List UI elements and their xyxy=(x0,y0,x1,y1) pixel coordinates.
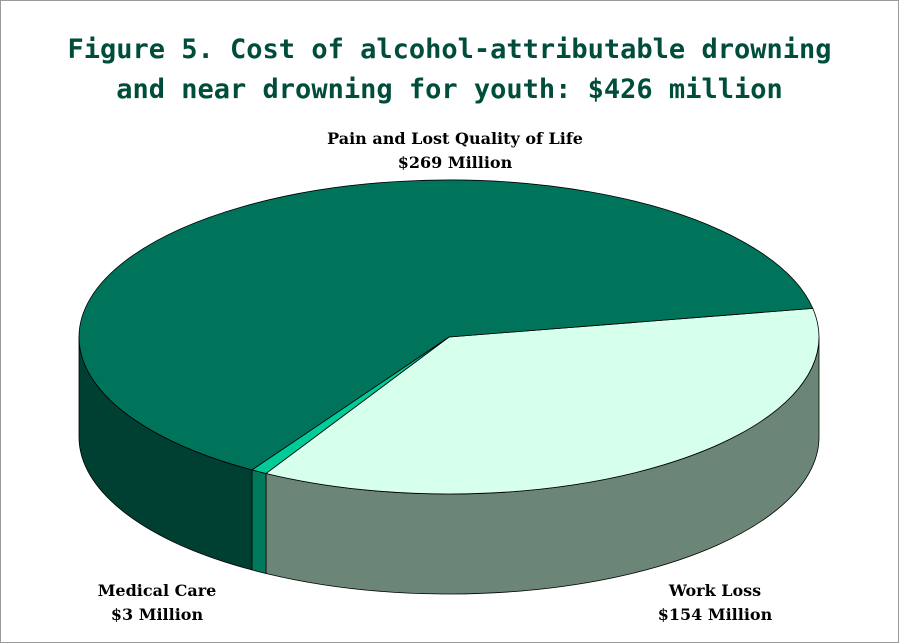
slice-label-name: Pain and Lost Quality of Life xyxy=(327,129,583,148)
slice-label-value: $269 Million xyxy=(397,153,513,172)
pie-slice-pain-and-lost-quality-of-life xyxy=(78,179,814,471)
slice-label-value: $154 Million xyxy=(657,605,773,624)
pie-side-medical-care xyxy=(251,469,267,574)
slice-label-medical-care: Medical Care $3 Million xyxy=(62,579,252,627)
chart-title: Figure 5. Cost of alcohol-attributable d… xyxy=(0,30,899,110)
slice-label-work-loss: Work Loss $154 Million xyxy=(630,579,800,627)
slice-label-value: $3 Million xyxy=(110,605,204,624)
slice-label-name: Medical Care xyxy=(97,581,217,600)
pie-slice-work-loss xyxy=(265,307,820,495)
slice-label-pain-and-lost-quality-of-life: Pain and Lost Quality of Life $269 Milli… xyxy=(300,127,610,175)
chart-title-line-2: and near drowning for youth: $426 millio… xyxy=(116,74,783,105)
chart-title-line-1: Figure 5. Cost of alcohol-attributable d… xyxy=(67,34,832,65)
slice-label-name: Work Loss xyxy=(668,581,762,600)
